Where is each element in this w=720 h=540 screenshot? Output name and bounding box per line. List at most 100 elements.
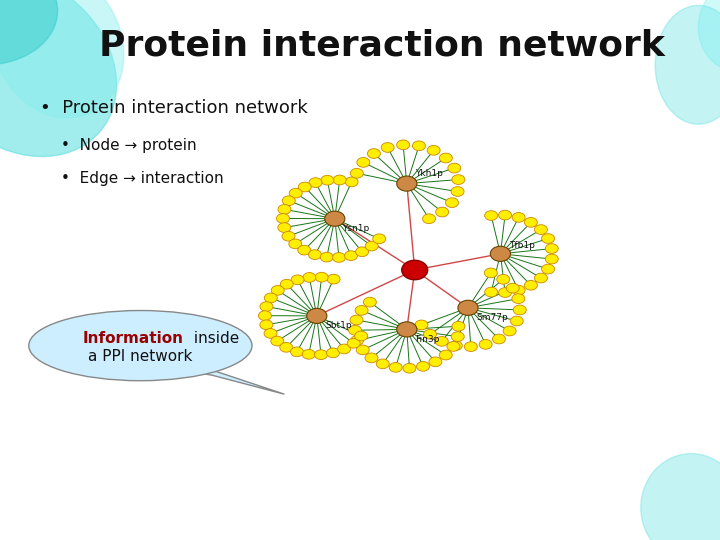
- Circle shape: [423, 329, 436, 339]
- Circle shape: [282, 231, 295, 241]
- Circle shape: [298, 245, 311, 255]
- Circle shape: [307, 308, 327, 323]
- Circle shape: [355, 306, 368, 315]
- Circle shape: [497, 274, 510, 284]
- Circle shape: [345, 177, 358, 187]
- Circle shape: [498, 288, 511, 298]
- Circle shape: [315, 350, 328, 360]
- Circle shape: [524, 218, 537, 227]
- Circle shape: [451, 187, 464, 197]
- Circle shape: [452, 175, 465, 185]
- Text: Protein interaction network: Protein interaction network: [99, 29, 665, 63]
- Circle shape: [357, 158, 370, 167]
- Circle shape: [333, 175, 346, 185]
- Circle shape: [365, 241, 378, 251]
- Circle shape: [429, 357, 442, 367]
- Circle shape: [351, 335, 364, 345]
- Circle shape: [290, 347, 303, 357]
- Circle shape: [264, 293, 277, 303]
- Circle shape: [289, 188, 302, 198]
- Ellipse shape: [641, 454, 720, 540]
- Text: •  Edge → interaction: • Edge → interaction: [61, 171, 224, 186]
- Circle shape: [448, 163, 461, 173]
- Circle shape: [541, 234, 554, 244]
- Ellipse shape: [655, 5, 720, 124]
- Circle shape: [452, 321, 465, 331]
- Circle shape: [397, 176, 417, 191]
- Circle shape: [512, 213, 525, 222]
- Circle shape: [320, 252, 333, 262]
- Text: •  Protein interaction network: • Protein interaction network: [40, 99, 307, 117]
- Circle shape: [485, 287, 498, 297]
- Text: a PPI network: a PPI network: [89, 349, 192, 364]
- Circle shape: [485, 211, 498, 220]
- Circle shape: [545, 244, 558, 253]
- Text: Sm77p: Sm77p: [477, 313, 508, 322]
- Circle shape: [423, 214, 436, 224]
- Text: Ykh1p: Ykh1p: [415, 170, 444, 178]
- Ellipse shape: [29, 310, 252, 381]
- Circle shape: [492, 334, 505, 344]
- Circle shape: [271, 286, 284, 295]
- Circle shape: [367, 148, 380, 158]
- Circle shape: [356, 345, 369, 355]
- Circle shape: [291, 275, 304, 285]
- Circle shape: [402, 260, 428, 280]
- Circle shape: [298, 182, 311, 192]
- Circle shape: [485, 268, 498, 278]
- Circle shape: [355, 331, 368, 341]
- Circle shape: [534, 273, 547, 283]
- Circle shape: [464, 342, 477, 352]
- Ellipse shape: [0, 0, 58, 65]
- Circle shape: [309, 178, 322, 187]
- Circle shape: [276, 214, 289, 224]
- Circle shape: [344, 251, 357, 260]
- Circle shape: [321, 176, 334, 185]
- Circle shape: [512, 294, 525, 303]
- Text: Tfb1p: Tfb1p: [509, 241, 535, 249]
- Circle shape: [397, 140, 410, 150]
- Circle shape: [258, 311, 271, 321]
- Circle shape: [351, 168, 364, 178]
- Circle shape: [545, 254, 558, 264]
- Circle shape: [490, 246, 510, 261]
- Text: inside: inside: [189, 330, 240, 346]
- Circle shape: [289, 239, 302, 249]
- Circle shape: [498, 210, 511, 220]
- Circle shape: [264, 328, 277, 338]
- Circle shape: [350, 315, 363, 325]
- Circle shape: [303, 273, 316, 282]
- Circle shape: [356, 247, 369, 256]
- Circle shape: [415, 320, 428, 330]
- Circle shape: [510, 316, 523, 326]
- Text: Fin3p: Fin3p: [415, 335, 440, 343]
- Circle shape: [436, 336, 449, 346]
- Circle shape: [416, 361, 429, 371]
- Circle shape: [308, 250, 321, 260]
- Circle shape: [524, 280, 537, 290]
- Text: Ysn1p: Ysn1p: [342, 224, 369, 233]
- Circle shape: [427, 145, 440, 155]
- Circle shape: [446, 198, 459, 207]
- Circle shape: [364, 297, 377, 307]
- Circle shape: [325, 211, 345, 226]
- Ellipse shape: [0, 0, 124, 118]
- Text: •  Node → protein: • Node → protein: [61, 138, 197, 153]
- Circle shape: [365, 353, 378, 363]
- Circle shape: [347, 339, 360, 348]
- Circle shape: [377, 359, 390, 369]
- Text: Sbt1p: Sbt1p: [325, 321, 352, 330]
- Circle shape: [302, 349, 315, 359]
- Circle shape: [373, 234, 386, 244]
- Circle shape: [439, 350, 452, 360]
- Circle shape: [326, 348, 339, 357]
- Circle shape: [512, 285, 525, 295]
- Circle shape: [503, 326, 516, 336]
- Circle shape: [280, 342, 293, 352]
- Circle shape: [327, 274, 340, 284]
- Circle shape: [403, 363, 416, 373]
- Circle shape: [278, 205, 291, 214]
- Circle shape: [479, 340, 492, 349]
- Circle shape: [513, 305, 526, 315]
- Circle shape: [451, 332, 464, 341]
